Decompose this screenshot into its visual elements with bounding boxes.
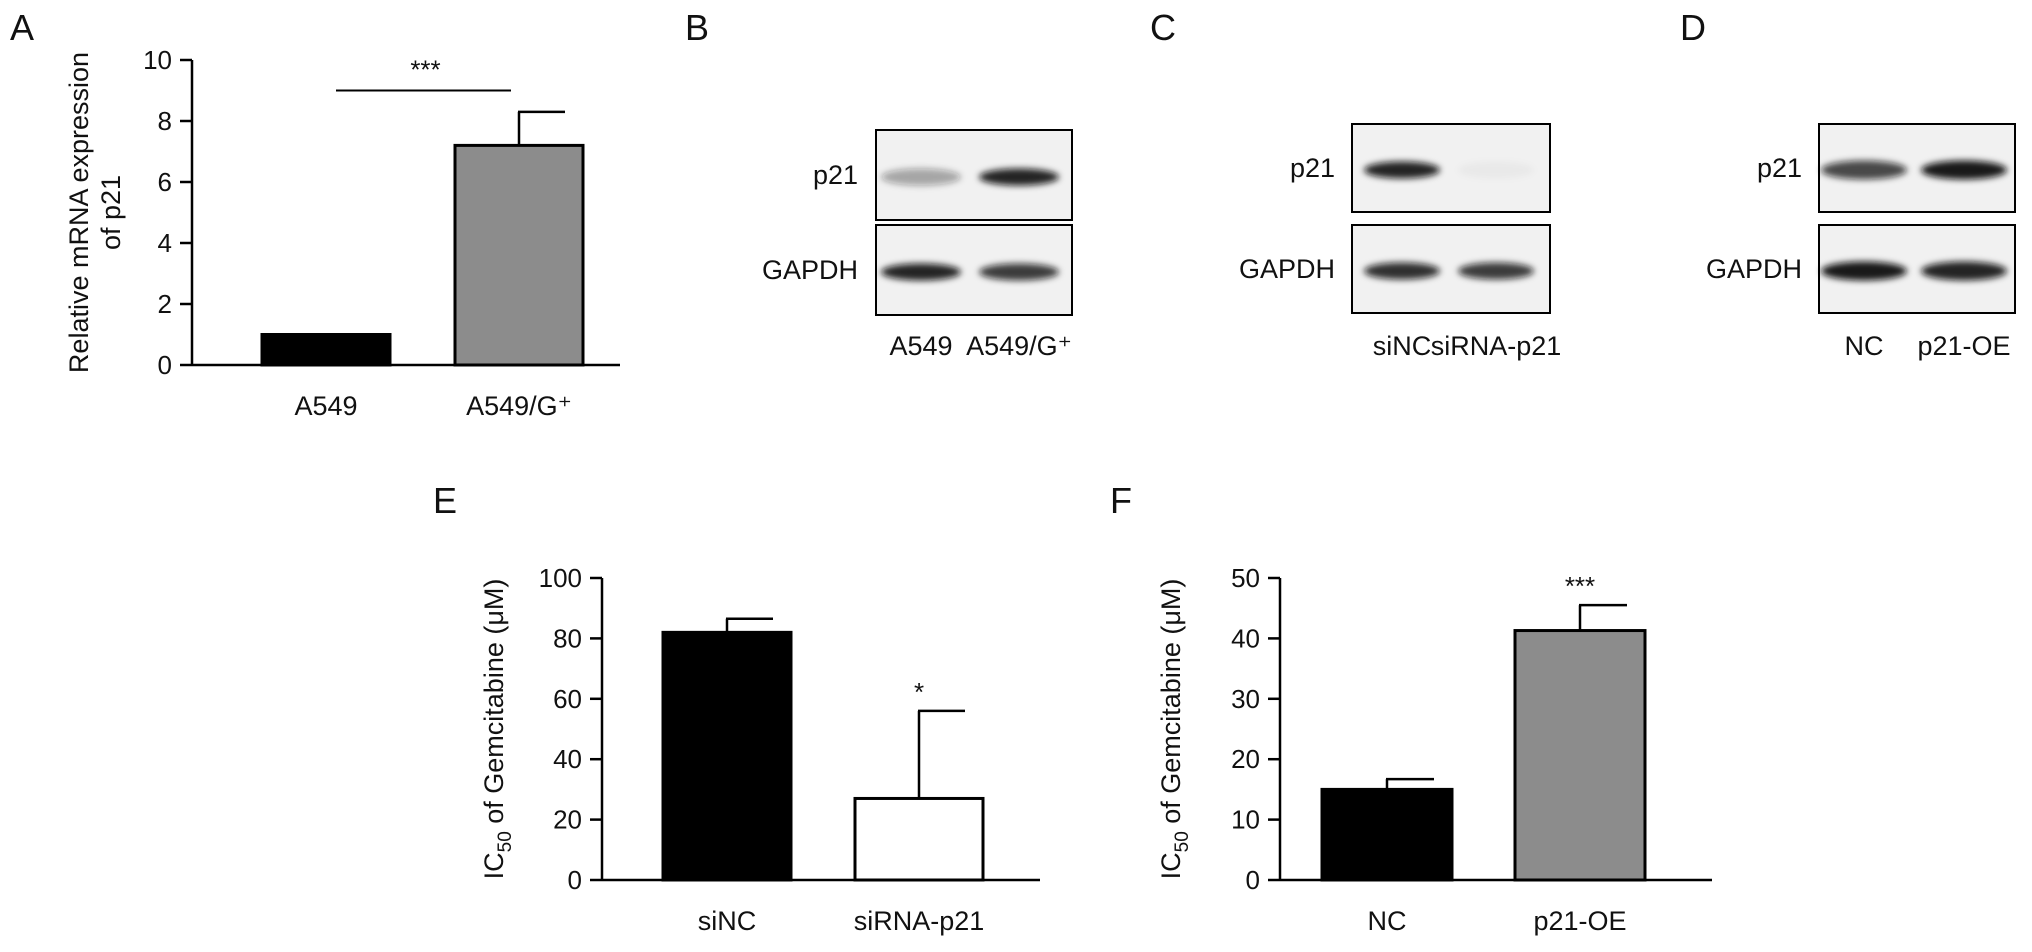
western-blot-panel-b: p21 GAPDH A549 A549/G⁺ xyxy=(762,129,1073,361)
panel-letter-b: B xyxy=(685,7,709,48)
y-tick-label: 2 xyxy=(158,289,172,319)
significance-label: * xyxy=(914,677,924,707)
blot-band xyxy=(1364,161,1440,179)
y-tick-label: 60 xyxy=(553,684,582,714)
blot-band xyxy=(1821,261,1907,281)
bar-a549-g- xyxy=(453,143,585,367)
blot-band xyxy=(1364,262,1440,280)
chart-panel-a: 0 2 4 6 8 10 A549 A549/G⁺ *** Relative mRNA expre… xyxy=(64,45,620,421)
y-axis-label: IC50 of Gemcitabine (μM) xyxy=(479,579,516,880)
blot-row-label: GAPDH xyxy=(1239,254,1335,284)
blot-row-label: GAPDH xyxy=(1706,254,1802,284)
significance-label: *** xyxy=(410,55,440,85)
y-tick-label: 40 xyxy=(553,744,582,774)
blot-band xyxy=(1921,261,2007,281)
x-category-label: A549 xyxy=(294,391,357,421)
blot-band xyxy=(1458,262,1534,280)
panel-letter-a: A xyxy=(10,7,34,48)
y-tick-label: 40 xyxy=(1231,623,1260,653)
y-tick-label: 6 xyxy=(158,167,172,197)
blot-band xyxy=(1821,160,1907,180)
blot-band xyxy=(1921,160,2007,180)
blot-row-label: GAPDH xyxy=(762,255,858,285)
x-category-label: siRNA-p21 xyxy=(854,906,985,936)
blot-row-label: p21 xyxy=(1757,153,1802,183)
blot-band xyxy=(979,263,1059,281)
y-tick-label: 0 xyxy=(158,350,172,380)
x-category-label: NC xyxy=(1368,906,1407,936)
blot-lane-label: p21-OE xyxy=(1917,331,2010,361)
panel-letter-d: D xyxy=(1680,7,1706,48)
y-tick-label: 8 xyxy=(158,106,172,136)
bar-a549 xyxy=(260,333,392,367)
blot-band xyxy=(881,168,961,186)
panel-letter-f: F xyxy=(1110,480,1132,521)
blot-lane-label: NC xyxy=(1845,331,1884,361)
blot-lane-label: siNC xyxy=(1373,331,1432,361)
x-category-label: A549/G⁺ xyxy=(466,391,572,421)
y-tick-label: 50 xyxy=(1231,563,1260,593)
blot-row-label: p21 xyxy=(813,160,858,190)
blot-band xyxy=(881,263,961,281)
y-tick-label: 30 xyxy=(1231,684,1260,714)
blot-frame-p21 xyxy=(1351,123,1551,213)
y-tick-label: 4 xyxy=(158,228,172,258)
bar-sirna-p21 xyxy=(853,796,985,882)
y-tick-label: 20 xyxy=(1231,744,1260,774)
bar-sinc xyxy=(661,630,793,882)
bar-p21-oe xyxy=(1513,629,1647,882)
blot-lane-label: siRNA-p21 xyxy=(1431,331,1562,361)
blot-band xyxy=(1458,162,1534,179)
blot-lane-label: A549 xyxy=(889,331,952,361)
blot-row-label: p21 xyxy=(1290,153,1335,183)
y-tick-label: 100 xyxy=(539,563,582,593)
y-tick-label: 0 xyxy=(1246,865,1260,895)
x-category-label: siNC xyxy=(698,906,757,936)
y-axis-label: IC50 of Gemcitabine (μM) xyxy=(1156,579,1193,880)
bar-nc xyxy=(1320,787,1454,882)
chart-panel-f: 0 10 20 30 40 50 NC p21-OE *** IC50 of Gemcitabin… xyxy=(1156,563,1712,936)
panel-letter-e: E xyxy=(433,480,457,521)
y-tick-label: 20 xyxy=(553,805,582,835)
western-blot-panel-c: p21 GAPDH siNC siRNA-p21 xyxy=(1239,123,1562,361)
blot-band xyxy=(979,168,1059,186)
y-tick-label: 10 xyxy=(1231,805,1260,835)
panel-letter-c: C xyxy=(1150,7,1176,48)
x-category-label: p21-OE xyxy=(1533,906,1626,936)
western-blot-panel-d: p21 GAPDH NC p21-OE xyxy=(1706,123,2016,361)
chart-panel-e: 0 20 40 60 80 100 siNC siRNA-p21 * IC50 of Gemcit… xyxy=(479,563,1040,936)
y-tick-label: 10 xyxy=(143,45,172,75)
blot-lane-label: A549/G⁺ xyxy=(966,331,1072,361)
significance-label: *** xyxy=(1565,571,1595,601)
y-axis-label: Relative mRNA expressionof p21 xyxy=(64,52,126,373)
y-tick-label: 80 xyxy=(553,623,582,653)
y-tick-label: 0 xyxy=(568,865,582,895)
